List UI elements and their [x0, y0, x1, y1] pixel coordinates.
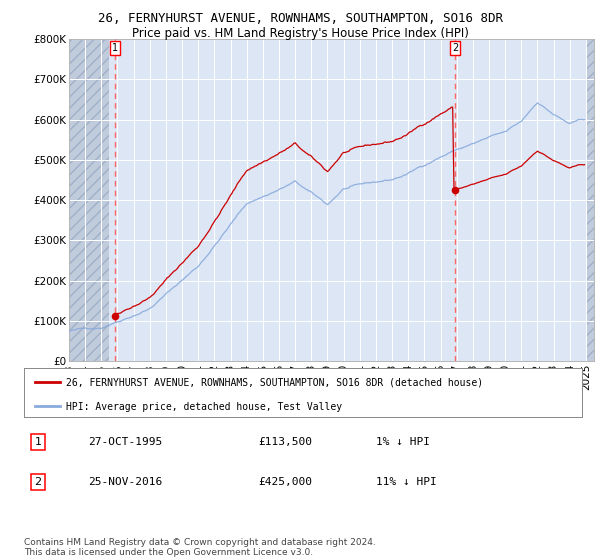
Text: £113,500: £113,500: [259, 437, 313, 447]
Text: £425,000: £425,000: [259, 477, 313, 487]
Text: 26, FERNYHURST AVENUE, ROWNHAMS, SOUTHAMPTON, SO16 8DR (detached house): 26, FERNYHURST AVENUE, ROWNHAMS, SOUTHAM…: [66, 377, 483, 388]
Text: Price paid vs. HM Land Registry's House Price Index (HPI): Price paid vs. HM Land Registry's House …: [131, 27, 469, 40]
Text: 25-NOV-2016: 25-NOV-2016: [88, 477, 163, 487]
Text: 11% ↓ HPI: 11% ↓ HPI: [376, 477, 436, 487]
Bar: [586, 39, 594, 361]
Text: 1: 1: [34, 437, 41, 447]
Text: 1% ↓ HPI: 1% ↓ HPI: [376, 437, 430, 447]
Text: 2: 2: [452, 43, 458, 53]
Text: 27-OCT-1995: 27-OCT-1995: [88, 437, 163, 447]
Text: 2: 2: [34, 477, 41, 487]
Bar: [69, 39, 109, 361]
Text: 1: 1: [112, 43, 118, 53]
Text: HPI: Average price, detached house, Test Valley: HPI: Average price, detached house, Test…: [66, 402, 342, 412]
Text: 26, FERNYHURST AVENUE, ROWNHAMS, SOUTHAMPTON, SO16 8DR: 26, FERNYHURST AVENUE, ROWNHAMS, SOUTHAM…: [97, 12, 503, 25]
Text: Contains HM Land Registry data © Crown copyright and database right 2024.
This d: Contains HM Land Registry data © Crown c…: [24, 538, 376, 557]
